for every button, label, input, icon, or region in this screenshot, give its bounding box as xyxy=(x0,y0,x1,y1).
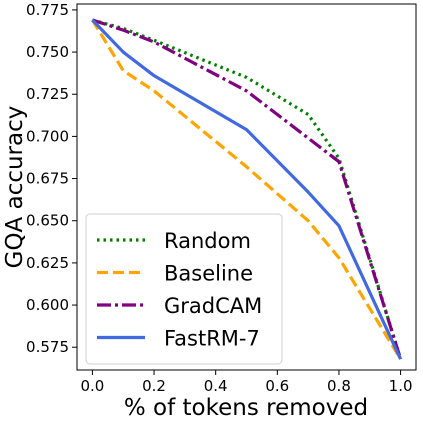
y-tick-label: 0.725 xyxy=(26,85,69,103)
legend-label: FastRM-7 xyxy=(164,327,260,351)
series-line-fastrm-7 xyxy=(91,18,403,360)
x-tick-label: 0.2 xyxy=(142,377,166,395)
series-line-baseline xyxy=(91,19,402,360)
x-tick-label: 0.0 xyxy=(80,377,104,395)
x-tick-label: 0.8 xyxy=(327,377,351,395)
series-line-gradcam xyxy=(91,18,403,360)
y-tick-label: 0.675 xyxy=(26,170,69,188)
y-tick-label: 0.650 xyxy=(26,212,69,230)
y-tick-label: 0.700 xyxy=(26,127,69,145)
legend-label: Baseline xyxy=(164,262,253,286)
y-tick-label: 0.625 xyxy=(26,254,69,272)
x-tick-label: 0.6 xyxy=(265,377,289,395)
y-axis-label: GQA accuracy xyxy=(2,106,28,269)
legend-label: Random xyxy=(164,229,251,253)
x-tick-label: 0.4 xyxy=(204,377,228,395)
y-tick-label: 0.575 xyxy=(26,338,69,356)
legend-label: GradCAM xyxy=(164,294,262,318)
axis-ticks: 0.0 0.2 0.4 0.6 0.8 1.0 0.575 0.600 0.625 0.650 0.… xyxy=(26,1,412,395)
legend: Random Baseline GradCAM FastRM-7 xyxy=(85,213,283,365)
series-line-random xyxy=(91,18,403,360)
y-tick-label: 0.600 xyxy=(26,296,69,314)
x-tick-label: 1.0 xyxy=(389,377,413,395)
series-lines xyxy=(91,18,403,360)
x-axis-label: % of tokens removed xyxy=(124,395,368,421)
legend-box xyxy=(85,213,283,365)
y-tick-label: 0.750 xyxy=(26,43,69,61)
y-tick-label: 0.775 xyxy=(26,1,69,19)
